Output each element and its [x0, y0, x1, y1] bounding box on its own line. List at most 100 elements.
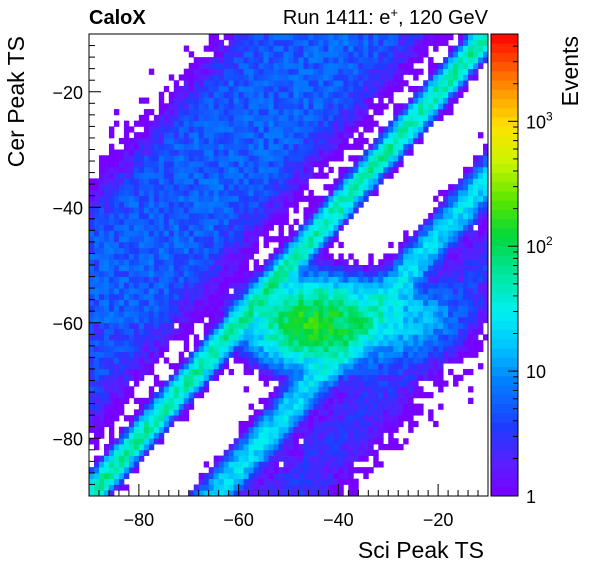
heatmap-cell — [413, 45, 419, 52]
heatmap-cell — [89, 322, 95, 329]
heatmap-cell — [183, 276, 190, 283]
heatmap-cell — [273, 403, 279, 410]
heatmap-cell — [258, 80, 264, 87]
heatmap-cell — [93, 415, 100, 422]
heatmap-cell — [343, 184, 349, 191]
heatmap-cell — [108, 432, 115, 439]
heatmap-cell — [93, 374, 100, 381]
heatmap-cell — [183, 409, 190, 416]
heatmap-cell — [303, 247, 309, 254]
heatmap-cell — [478, 62, 484, 70]
heatmap-cell — [258, 91, 264, 98]
heatmap-cell — [173, 328, 180, 335]
heatmap-cell — [218, 51, 225, 58]
heatmap-cell — [168, 109, 175, 116]
heatmap-cell — [148, 120, 155, 127]
colorbar-segment — [491, 237, 518, 247]
heatmap-cell — [163, 213, 170, 220]
heatmap-cell — [328, 120, 334, 127]
heatmap-cell — [408, 57, 414, 64]
heatmap-cell — [288, 444, 294, 451]
heatmap-cell — [363, 311, 369, 318]
heatmap-cell — [448, 351, 454, 358]
heatmap-cell — [388, 368, 394, 376]
heatmap-cell — [203, 357, 210, 364]
heatmap-cell — [268, 444, 274, 451]
heatmap-cell — [328, 207, 334, 214]
heatmap-cell — [398, 299, 404, 306]
heatmap-cell — [283, 455, 289, 462]
heatmap-cell — [263, 143, 269, 150]
heatmap-cell — [388, 265, 394, 272]
heatmap-cell — [413, 259, 419, 266]
heatmap-cell — [398, 409, 404, 416]
heatmap-cell — [293, 62, 299, 70]
heatmap-cell — [278, 322, 284, 329]
heatmap-cell — [338, 39, 344, 46]
heatmap-cell — [133, 299, 140, 306]
heatmap-cell — [353, 328, 359, 335]
heatmap-cell — [318, 461, 324, 468]
heatmap-cell — [258, 85, 264, 93]
heatmap-cell — [103, 478, 110, 485]
heatmap-cell — [223, 85, 230, 93]
heatmap-cell — [173, 189, 180, 197]
heatmap-cell — [203, 236, 210, 243]
heatmap-cell — [298, 45, 304, 52]
heatmap-cell — [298, 345, 304, 353]
heatmap-cell — [353, 334, 359, 341]
heatmap-cell — [318, 472, 324, 480]
heatmap-cell — [128, 184, 135, 191]
heatmap-cell — [358, 288, 364, 295]
heatmap-cell — [343, 449, 349, 456]
heatmap-cell — [363, 374, 369, 381]
heatmap-cell — [303, 397, 309, 404]
heatmap-cell — [93, 484, 100, 491]
heatmap-cell — [338, 368, 344, 376]
heatmap-cell — [213, 247, 220, 254]
heatmap-cell — [288, 45, 294, 52]
heatmap-cell — [123, 224, 130, 231]
heatmap-cell — [388, 85, 394, 93]
heatmap-cell — [448, 345, 454, 353]
heatmap-cell — [118, 276, 125, 283]
heatmap-cell — [348, 114, 354, 122]
heatmap-cell — [453, 322, 459, 329]
heatmap-cell — [218, 166, 225, 173]
heatmap-cell — [438, 230, 444, 237]
heatmap-cell — [323, 426, 329, 433]
heatmap-cell — [273, 85, 279, 93]
heatmap-cell — [138, 288, 145, 295]
heatmap-cell — [303, 328, 309, 335]
heatmap-cell — [368, 276, 374, 283]
heatmap-cell — [323, 80, 329, 87]
heatmap-cell — [133, 288, 140, 295]
heatmap-cell — [273, 166, 279, 173]
heatmap-cell — [338, 288, 344, 295]
heatmap-cell — [248, 432, 254, 439]
heatmap-cell — [393, 345, 399, 353]
colorbar-segment — [491, 80, 518, 90]
heatmap-cell — [368, 34, 374, 41]
heatmap-cell — [158, 316, 165, 324]
heatmap-cell — [158, 420, 165, 428]
heatmap-cell — [138, 322, 145, 329]
heatmap-cell — [123, 137, 130, 145]
heatmap-cell — [283, 201, 289, 208]
heatmap-cell — [463, 259, 469, 266]
heatmap-cell — [458, 299, 464, 306]
heatmap-cell — [233, 438, 240, 445]
heatmap-cell — [398, 149, 404, 156]
heatmap-cell — [93, 368, 100, 376]
heatmap-cell — [293, 109, 299, 116]
heatmap-cell — [333, 265, 339, 272]
heatmap-cell — [158, 432, 165, 439]
heatmap-cell — [143, 438, 150, 445]
heatmap-cell — [463, 195, 469, 202]
heatmap-cell — [273, 172, 279, 179]
heatmap-cell — [333, 426, 339, 433]
colorbar-segment — [491, 107, 518, 118]
heatmap-cell — [283, 415, 289, 422]
heatmap-cell — [208, 340, 215, 347]
heatmap-cell — [233, 253, 240, 260]
